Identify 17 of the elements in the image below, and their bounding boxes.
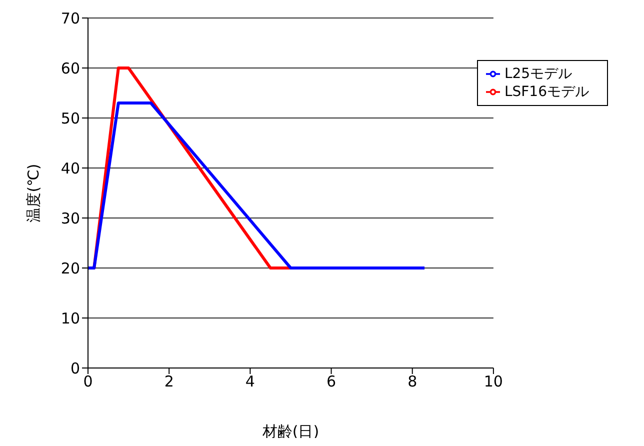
x-tick-label: 8	[408, 372, 418, 391]
y-tick-label: 10	[60, 309, 80, 328]
x-tick-label: 2	[164, 372, 174, 391]
y-tick-label: 20	[60, 259, 80, 278]
x-tick-label: 10	[484, 372, 503, 391]
legend-label: L25モデル	[504, 66, 572, 82]
legend-label: LSF16モデル	[504, 84, 589, 100]
y-axis-title: 温度(℃)	[24, 164, 42, 222]
y-tick-label: 40	[60, 159, 80, 178]
x-tick-label: 6	[326, 372, 336, 391]
y-tick-label: 30	[60, 209, 80, 228]
y-tick-label: 70	[60, 9, 80, 28]
x-tick-label: 0	[83, 372, 93, 391]
x-tick-label: 4	[245, 372, 255, 391]
y-tick-label: 0	[70, 359, 80, 378]
y-tick-label: 50	[60, 109, 80, 128]
y-tick-label: 60	[60, 59, 80, 78]
